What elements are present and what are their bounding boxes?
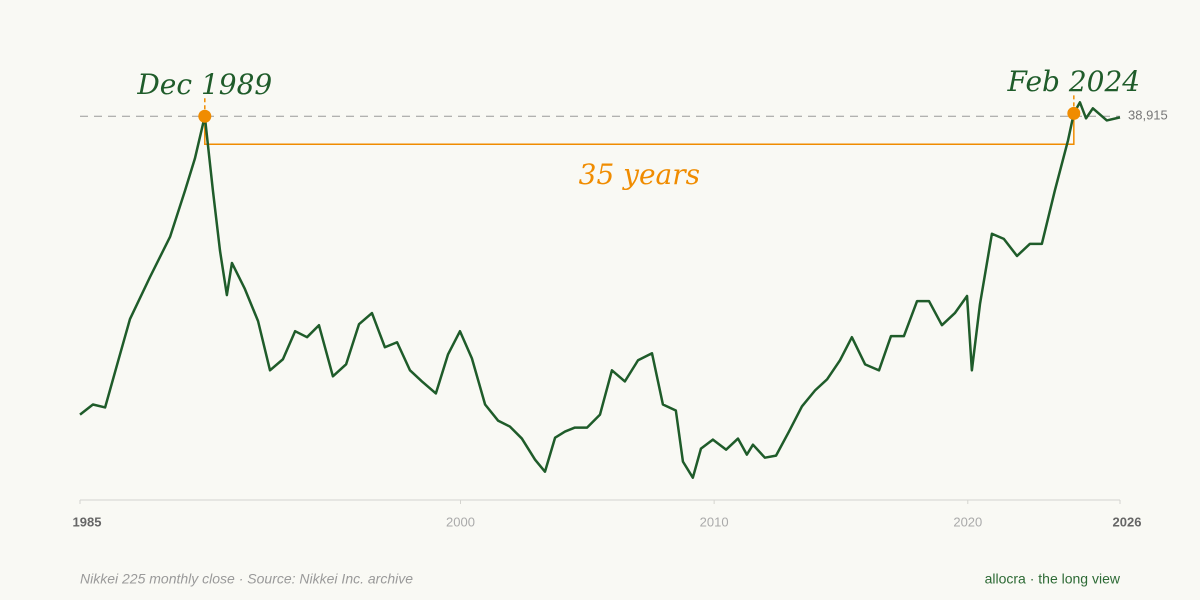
x-tick-label: 1985 bbox=[73, 514, 102, 529]
span-bracket bbox=[204, 113, 1075, 146]
highlight-dot bbox=[1067, 106, 1081, 120]
highlight-dot bbox=[198, 109, 212, 123]
reference-label: 38,915 bbox=[1128, 108, 1168, 123]
source-note: Nikkei 225 monthly close · Source: Nikke… bbox=[80, 571, 413, 587]
x-tick-label: 2000 bbox=[446, 514, 475, 529]
price-line bbox=[79, 101, 1121, 479]
x-tick-label: 2020 bbox=[953, 514, 982, 529]
highlight-label: Dec 1989 bbox=[136, 68, 272, 101]
x-tick-label: 2026 bbox=[1113, 514, 1142, 529]
highlight-label: Feb 2024 bbox=[1007, 65, 1141, 98]
brand: allocra · the long view bbox=[985, 571, 1121, 587]
span-label: 35 years bbox=[579, 158, 700, 191]
x-tick-label: 2010 bbox=[700, 514, 729, 529]
